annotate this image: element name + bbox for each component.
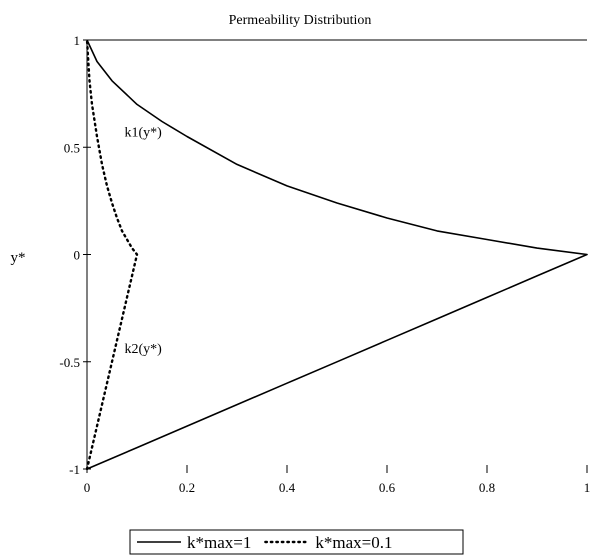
annotation-layer: k1(y*) k2(y*) <box>125 126 163 358</box>
chart-title: Permeability Distribution <box>229 13 372 28</box>
series-layer <box>85 38 588 471</box>
y-axis-label: y* <box>11 250 26 266</box>
y-tick-label: 1 <box>74 33 81 48</box>
x-tick-label: 1 <box>584 480 590 495</box>
legend-label-1: k*max=1 <box>187 533 251 552</box>
x-axis-ticks: 0 0.2 0.4 0.6 0.8 1 <box>84 465 590 495</box>
series-line-1 <box>86 39 588 470</box>
legend-box <box>129 529 464 555</box>
x-tick-label: 0.4 <box>279 480 296 495</box>
x-tick-label: 0.8 <box>479 480 495 495</box>
y-tick-label: 0 <box>74 248 81 263</box>
legend: k*max=1 k*max=0.1 <box>129 529 464 555</box>
x-tick-label: 0.6 <box>379 480 396 495</box>
y-axis-ticks: -1 -0.5 0 0.5 1 <box>59 33 91 477</box>
curve-annotation-1: k1(y*) <box>125 126 163 141</box>
series-line-2 <box>85 38 139 471</box>
y-tick-label: 0.5 <box>64 140 80 155</box>
y-tick-label: -1 <box>69 462 80 477</box>
plot-frame <box>86 39 587 469</box>
x-tick-label: 0 <box>84 480 91 495</box>
x-tick-label: 0.2 <box>179 480 195 495</box>
curve-annotation-2: k2(y*) <box>125 342 163 357</box>
legend-label-2: k*max=0.1 <box>315 533 392 552</box>
y-tick-label: -0.5 <box>59 355 80 370</box>
